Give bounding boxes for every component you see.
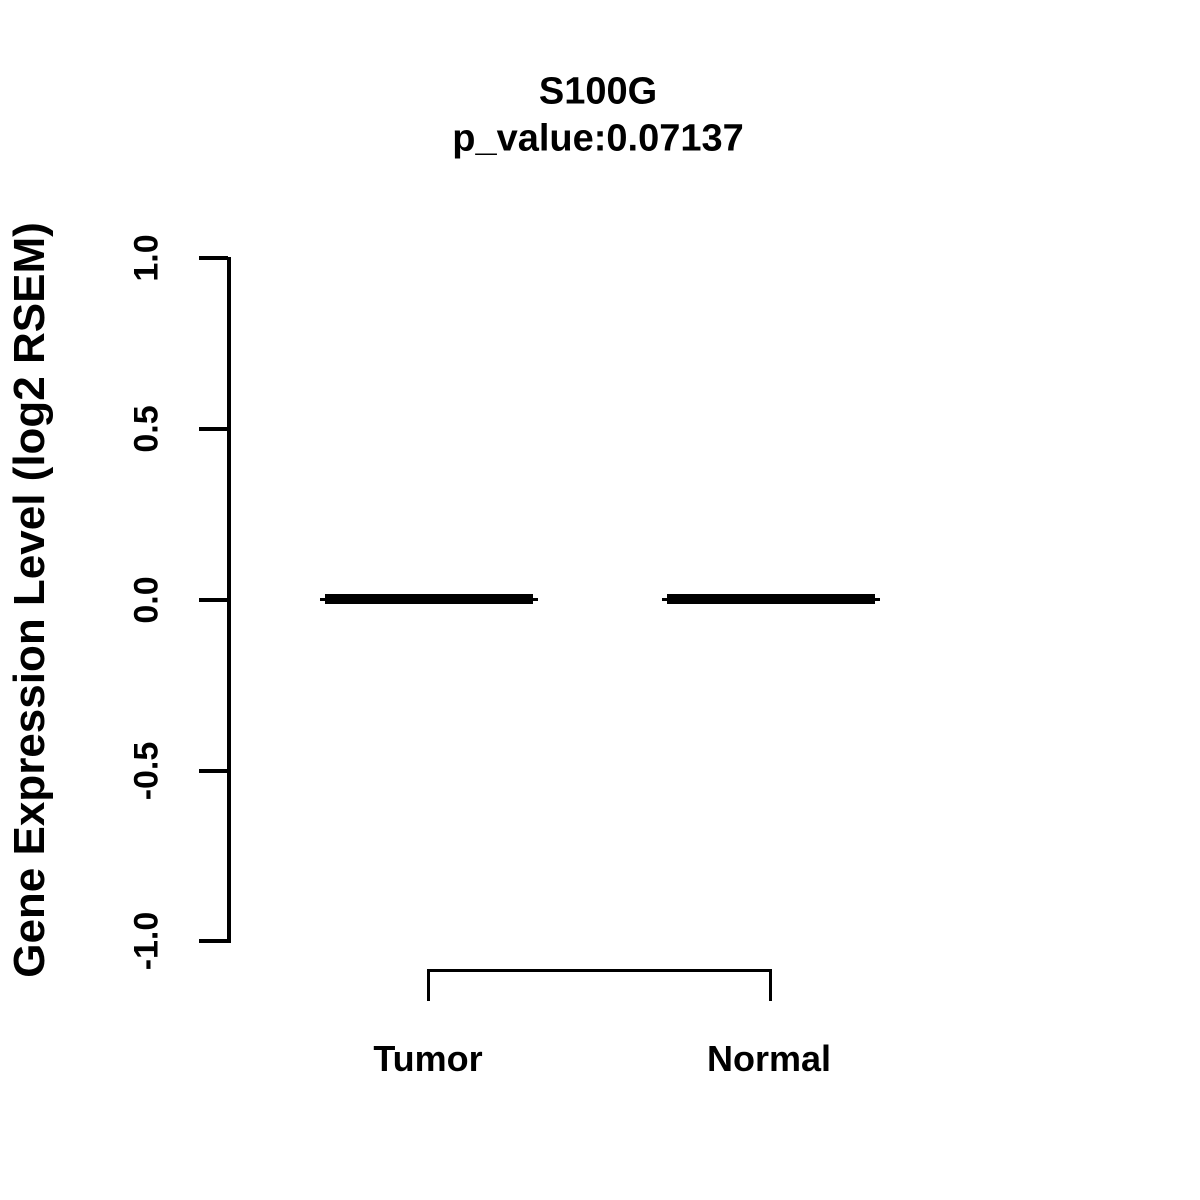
comparison-bracket-left-leg bbox=[427, 969, 430, 1001]
y-axis-tick-2 bbox=[199, 427, 228, 431]
y-axis-tick-3 bbox=[199, 598, 228, 602]
y-axis-label: Gene Expression Level (log2 RSEM) bbox=[5, 222, 54, 978]
y-tick-label-1: 1.0 bbox=[127, 234, 166, 282]
comparison-bracket-right-leg bbox=[769, 969, 772, 1001]
y-tick-label-3: 0.0 bbox=[127, 576, 166, 624]
y-axis-tick-4 bbox=[199, 769, 228, 773]
y-axis-tick-1 bbox=[199, 256, 228, 260]
comparison-bracket-horizontal bbox=[427, 969, 772, 972]
y-axis-tick-5 bbox=[199, 939, 228, 943]
y-tick-label-4: -0.5 bbox=[127, 741, 166, 801]
chart-title: S100G bbox=[538, 70, 658, 113]
x-category-label-normal: Normal bbox=[706, 1038, 832, 1079]
boxplot-median-tumor bbox=[325, 594, 533, 604]
x-category-label-tumor: Tumor bbox=[373, 1038, 483, 1079]
boxplot-median-normal bbox=[667, 594, 875, 604]
y-axis-line bbox=[227, 257, 231, 943]
chart-subtitle-pvalue: p_value:0.07137 bbox=[452, 117, 744, 160]
y-tick-label-5: -1.0 bbox=[127, 911, 166, 971]
y-tick-label-2: 0.5 bbox=[127, 405, 166, 453]
